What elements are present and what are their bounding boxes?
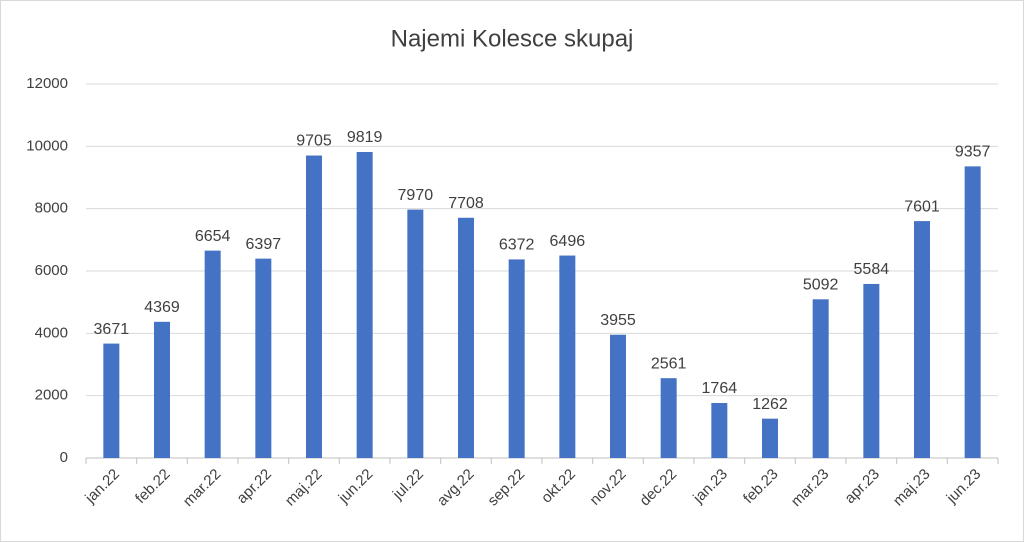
bar (964, 166, 981, 458)
data-label: 6496 (550, 233, 586, 250)
bar (508, 259, 525, 458)
data-label: 9705 (296, 133, 332, 150)
data-label: 6397 (246, 236, 282, 253)
y-tick-label: 12000 (26, 75, 68, 92)
y-tick-label: 0 (60, 449, 68, 466)
data-label: 7708 (448, 195, 484, 212)
bar (762, 418, 778, 458)
bar (356, 151, 373, 459)
bar (559, 255, 576, 458)
y-tick-label: 8000 (35, 200, 68, 217)
data-label: 7970 (398, 187, 434, 204)
y-tick-label: 4000 (35, 324, 68, 341)
data-label: 5584 (854, 261, 890, 278)
bar (863, 283, 880, 458)
data-label: 6372 (499, 237, 535, 254)
bar (812, 299, 829, 458)
data-label: 9819 (347, 129, 383, 146)
data-label: 5092 (803, 277, 839, 294)
chart-title: Najemi Kolesce skupaj (391, 25, 634, 52)
data-label: 9357 (955, 144, 991, 161)
bar (306, 155, 322, 458)
y-tick-label: 6000 (35, 262, 68, 279)
bar (154, 321, 170, 458)
data-label: 2561 (651, 355, 687, 372)
data-label: 3955 (600, 312, 636, 329)
bar (711, 403, 728, 458)
y-tick-label: 2000 (35, 387, 68, 404)
data-label: 6654 (195, 228, 231, 245)
data-label: 1764 (702, 380, 738, 397)
bar (255, 258, 272, 458)
bar (458, 217, 474, 458)
data-label: 7601 (904, 198, 940, 215)
bar (914, 221, 930, 458)
data-label: 4369 (144, 299, 180, 316)
bar (660, 378, 677, 458)
bar (407, 209, 424, 458)
bar (204, 250, 221, 458)
bar (610, 334, 626, 458)
data-label: 1262 (752, 396, 788, 413)
y-tick-label: 10000 (26, 137, 68, 154)
data-label: 3671 (94, 321, 130, 338)
bar (103, 343, 120, 458)
